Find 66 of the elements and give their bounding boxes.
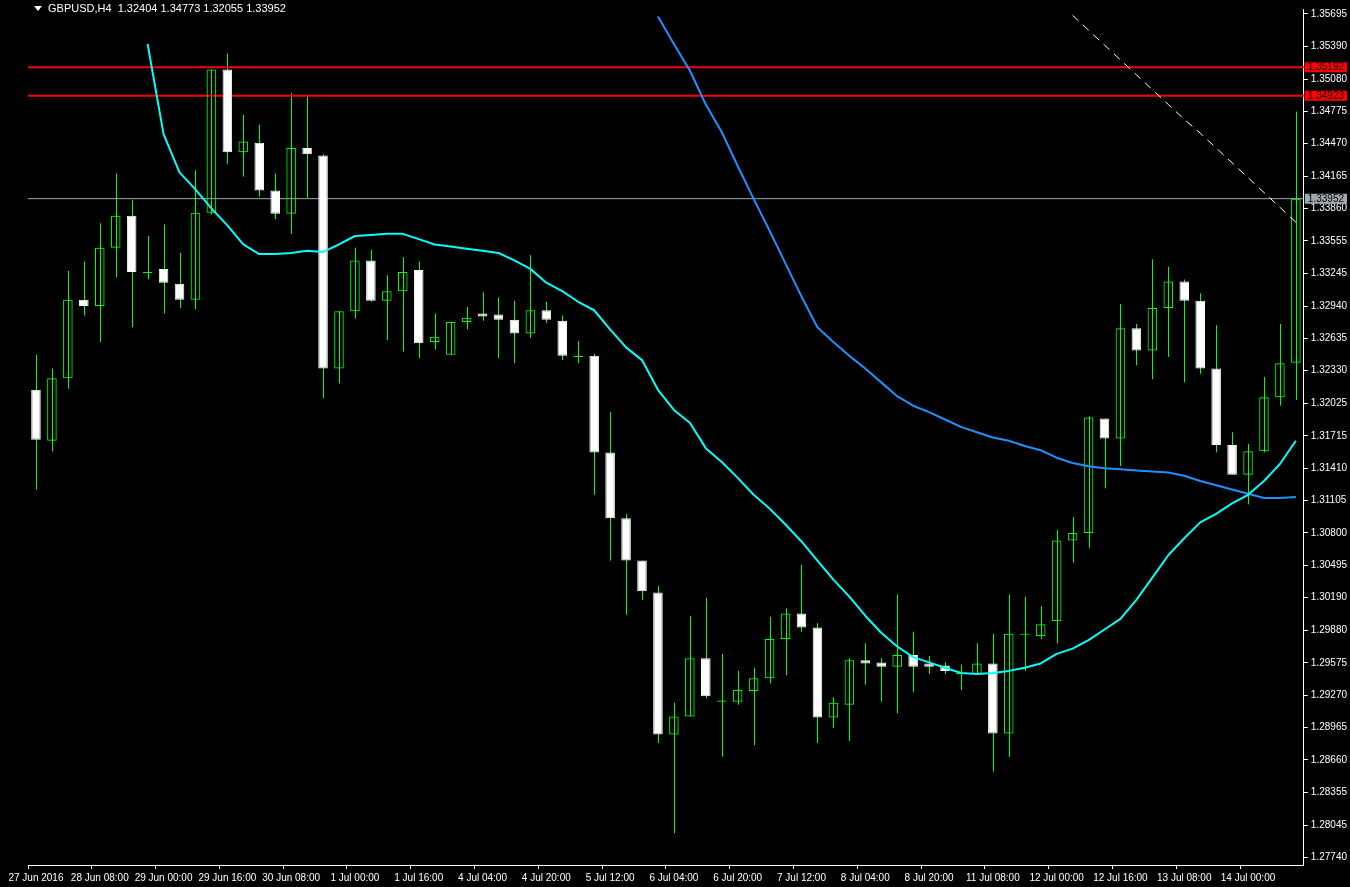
x-tick-label: 11 Jul 08:00 — [965, 871, 1021, 883]
y-tick-label: 1.28965 — [1310, 721, 1348, 733]
y-tick-label: 1.29270 — [1310, 689, 1348, 701]
line-series — [1072, 14, 1297, 223]
candlestick — [158, 223, 169, 314]
y-tick-label: 1.32940 — [1310, 299, 1348, 311]
x-tick-label: 13 Jul 08:00 — [1156, 871, 1212, 883]
y-tick-label: 1.28660 — [1310, 753, 1348, 765]
y-tick-label: 1.30190 — [1310, 591, 1348, 603]
y-tick-label: 1.35390 — [1310, 39, 1348, 51]
ref-line-label: 1.34923 — [1307, 89, 1345, 101]
candlestick — [174, 252, 185, 309]
x-tick-label: 6 Jul 04:00 — [649, 871, 699, 883]
y-tick-label: 1.33860 — [1310, 202, 1348, 214]
x-tick-label: 12 Jul 16:00 — [1093, 871, 1149, 883]
y-tick-label: 1.28355 — [1310, 786, 1348, 798]
y-tick-label: 1.32635 — [1310, 332, 1348, 344]
candlestick — [142, 235, 153, 280]
y-tick-label: 1.35080 — [1310, 72, 1348, 84]
x-tick-label: 6 Jul 20:00 — [713, 871, 763, 883]
ref-line-label: 1.35192 — [1307, 61, 1345, 73]
y-tick-label: 1.31105 — [1310, 494, 1347, 506]
candlestick — [478, 291, 487, 322]
candlestick — [1099, 417, 1110, 489]
y-tick-label: 1.32025 — [1310, 396, 1348, 408]
y-tick-label: 1.33245 — [1310, 267, 1348, 279]
x-tick-label: 12 Jul 00:00 — [1029, 871, 1085, 883]
y-tick-label: 1.30495 — [1310, 559, 1348, 571]
ref-line-label: 1.33952 — [1307, 192, 1345, 204]
candlestick — [1179, 278, 1190, 383]
x-tick-label: 8 Jul 04:00 — [840, 871, 891, 883]
candlestick — [493, 297, 504, 359]
candlestick — [541, 301, 552, 324]
x-tick-label: 27 Jun 2016 — [8, 871, 64, 883]
y-tick-label: 1.34470 — [1310, 137, 1348, 149]
y-tick-label: 1.30800 — [1310, 526, 1348, 538]
y-tick-label: 1.32330 — [1310, 364, 1348, 376]
chart-title: GBPUSD,H4 1.32404 1.34773 1.32055 1.33952 — [48, 2, 286, 14]
y-tick-label: 1.27740 — [1310, 851, 1348, 863]
x-tick-label: 28 Jun 08:00 — [70, 871, 130, 883]
y-tick-label: 1.29575 — [1310, 656, 1348, 668]
y-tick-label: 1.29880 — [1310, 624, 1348, 636]
candlestick — [302, 95, 312, 199]
y-tick-label: 1.35695 — [1310, 7, 1348, 19]
y-tick-label: 1.31410 — [1310, 462, 1348, 474]
candlestick — [876, 657, 887, 703]
x-tick-label: 8 Jul 20:00 — [904, 871, 954, 883]
candlestick — [79, 260, 89, 317]
y-tick-label: 1.34775 — [1310, 105, 1348, 117]
x-tick-label: 30 Jun 08:00 — [262, 871, 321, 883]
x-tick-label: 29 Jun 00:00 — [134, 871, 193, 883]
x-tick-label: 14 Jul 00:00 — [1220, 871, 1276, 883]
x-tick-label: 5 Jul 12:00 — [585, 871, 635, 883]
candlestick — [509, 300, 520, 364]
y-tick-label: 1.31715 — [1310, 429, 1348, 441]
x-tick-label: 7 Jul 12:00 — [777, 871, 827, 883]
y-tick-label: 1.28045 — [1310, 818, 1348, 830]
candlestick — [1131, 323, 1142, 366]
x-tick-label: 1 Jul 16:00 — [394, 871, 444, 883]
y-tick-label: 1.33555 — [1310, 234, 1348, 246]
x-tick-label: 4 Jul 04:00 — [458, 871, 508, 883]
candlestick — [270, 172, 280, 220]
y-tick-label: 1.34165 — [1310, 169, 1348, 181]
x-tick-label: 1 Jul 00:00 — [330, 871, 380, 883]
x-tick-label: 29 Jun 16:00 — [198, 871, 257, 883]
x-tick-label: 4 Jul 20:00 — [521, 871, 572, 883]
